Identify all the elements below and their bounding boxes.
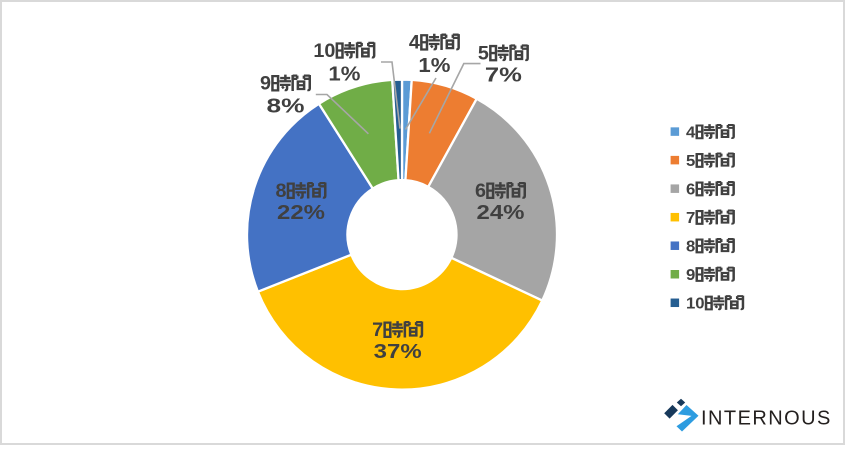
svg-text:10: 10 (686, 296, 705, 313)
svg-text:9: 9 (686, 267, 695, 284)
svg-text:1%: 1% (418, 55, 450, 77)
svg-text:8: 8 (276, 181, 287, 202)
svg-text:10: 10 (313, 41, 335, 62)
svg-text:INTERNOUS: INTERNOUS (701, 408, 832, 430)
svg-text:5: 5 (478, 43, 489, 64)
svg-text:7: 7 (372, 320, 383, 341)
svg-text:7%: 7% (485, 64, 522, 86)
svg-text:9: 9 (260, 74, 271, 95)
svg-text:22%: 22% (277, 202, 325, 224)
svg-text:8%: 8% (267, 95, 305, 117)
svg-text:5: 5 (686, 153, 695, 170)
svg-text:8: 8 (686, 239, 695, 256)
svg-text:24%: 24% (477, 202, 525, 224)
svg-text:37%: 37% (374, 341, 422, 363)
svg-text:7: 7 (686, 210, 695, 227)
svg-text:6: 6 (686, 181, 695, 198)
svg-text:4: 4 (409, 33, 420, 54)
svg-text:4: 4 (686, 124, 695, 141)
svg-text:1%: 1% (328, 64, 360, 86)
svg-text:6: 6 (475, 181, 486, 202)
